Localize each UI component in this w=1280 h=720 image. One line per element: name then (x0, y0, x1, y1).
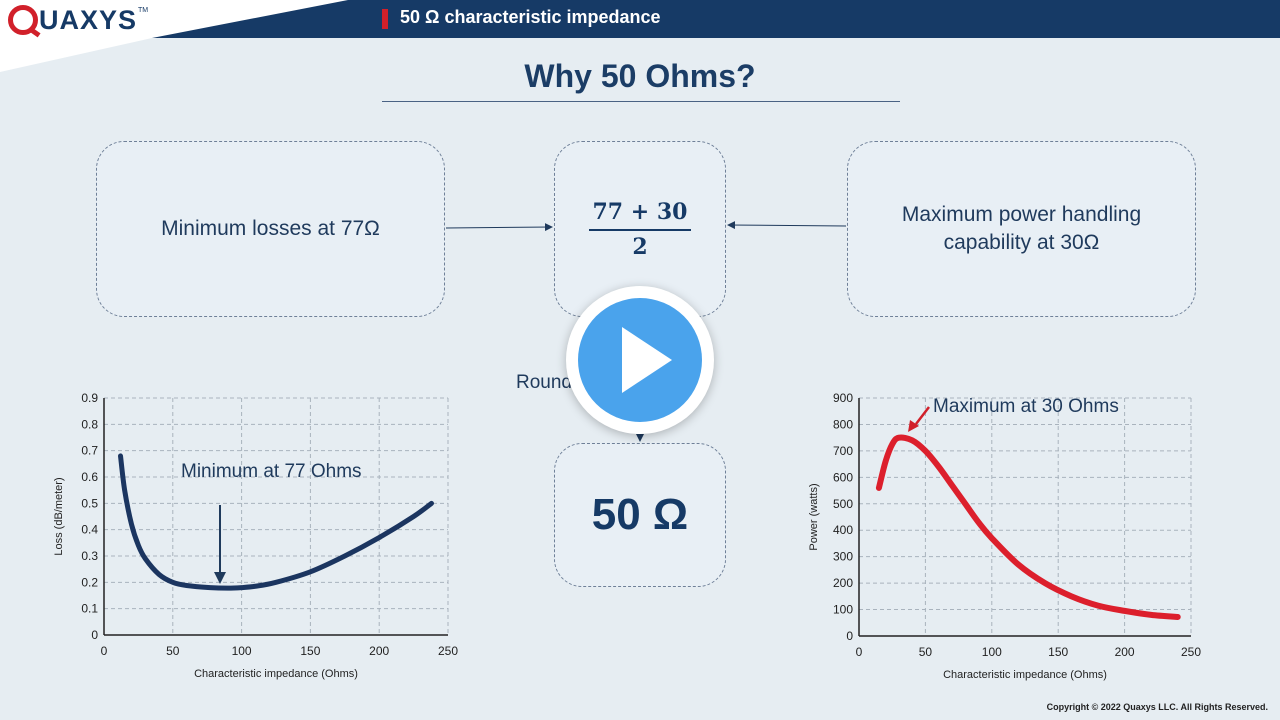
x-tick-label: 0 (856, 645, 863, 659)
box-minimum-losses-text: Minimum losses at 77Ω (161, 217, 380, 240)
arrow-power-to-formula (727, 221, 847, 230)
power-chart: 0 100 200 300 400 500 600 700 800 900 0 50 100 150 200… (808, 391, 1201, 681)
logo-q-icon (8, 5, 38, 35)
logo-text: UAXYS (39, 4, 138, 35)
header-title: 50 Ω characteristic impedance (400, 7, 661, 27)
y-tick-label: 0.8 (81, 417, 98, 431)
x-tick-label: 250 (1181, 645, 1201, 659)
x-tick-label: 200 (369, 644, 389, 658)
y-tick-label: 500 (833, 497, 853, 511)
slide-title: Why 50 Ohms? (524, 58, 756, 94)
round-label: Round (516, 372, 572, 393)
x-tick-label: 250 (438, 644, 458, 658)
y-tick-label: 300 (833, 550, 853, 564)
annotation-arrowhead (214, 572, 226, 584)
chart-annotation: Maximum at 30 Ohms (933, 396, 1119, 417)
x-tick-label: 50 (919, 645, 933, 659)
box-maximum-power: Maximum power handling capability at 30Ω (847, 141, 1196, 317)
x-tick-label: 50 (166, 644, 180, 658)
y-tick-label: 0 (846, 629, 853, 643)
y-tick-label: 600 (833, 470, 853, 484)
box-minimum-losses: Minimum losses at 77Ω (96, 141, 445, 317)
y-tick-label: 900 (833, 391, 853, 405)
y-tick-label: 200 (833, 576, 853, 590)
annotation-arrow (915, 406, 930, 425)
x-tick-label: 100 (982, 645, 1002, 659)
x-tick-label: 150 (300, 644, 320, 658)
x-axis-label: Characteristic impedance (Ohms) (194, 668, 358, 680)
chart-annotation: Minimum at 77 Ohms (181, 461, 362, 482)
y-tick-label: 0.5 (81, 496, 98, 510)
arrow-losses-to-formula (445, 223, 553, 232)
series-line-0 (875, 434, 1181, 620)
y-tick-label: 0.3 (81, 549, 98, 563)
y-tick-label: 400 (833, 523, 853, 537)
y-tick-label: 0.6 (81, 470, 98, 484)
result-value: 50 Ω (591, 490, 689, 539)
x-axis-label: Characteristic impedance (Ohms) (943, 669, 1107, 681)
formula-denominator: 2 (632, 233, 648, 260)
formula-fraction: 77 + 30 2 (588, 199, 692, 260)
header-accent-bar (382, 9, 388, 29)
annotation-arrowhead (908, 420, 919, 432)
y-tick-label: 100 (833, 603, 853, 617)
title-underline (382, 101, 900, 102)
header-logo-backdrop (0, 0, 348, 72)
y-tick-label: 0 (91, 628, 98, 642)
logo-trademark: TM (138, 7, 149, 14)
box-maximum-power-text: Maximum power handling capability at 30Ω (901, 203, 1142, 254)
play-icon[interactable] (622, 327, 672, 393)
y-tick-label: 0.2 (81, 575, 98, 589)
box-result-50-ohm: 50 Ω (554, 443, 726, 587)
y-tick-label: 0.7 (81, 444, 98, 458)
x-tick-label: 100 (232, 644, 252, 658)
formula-numerator: 77 + 30 (588, 199, 692, 231)
y-tick-label: 0.4 (81, 523, 98, 537)
x-tick-label: 150 (1048, 645, 1068, 659)
y-axis-label: Power (watts) (808, 483, 820, 550)
loss-chart: 0 0.1 0.2 0.3 0.4 0.5 0.6 0.7 0.8 0.9 0 50 100 150 200… (53, 391, 458, 680)
y-tick-label: 0.1 (81, 602, 98, 616)
series-line-0 (118, 453, 434, 591)
copyright-notice: Copyright © 2022 Quaxys LLC. All Rights … (1046, 702, 1268, 712)
y-tick-label: 0.9 (81, 391, 98, 405)
y-tick-label: 800 (833, 417, 853, 431)
quaxys-logo: UAXYS TM (8, 3, 148, 37)
y-axis-label: Loss (dB/meter) (53, 477, 65, 555)
x-tick-label: 0 (101, 644, 108, 658)
y-tick-label: 700 (833, 444, 853, 458)
x-tick-label: 200 (1115, 645, 1135, 659)
